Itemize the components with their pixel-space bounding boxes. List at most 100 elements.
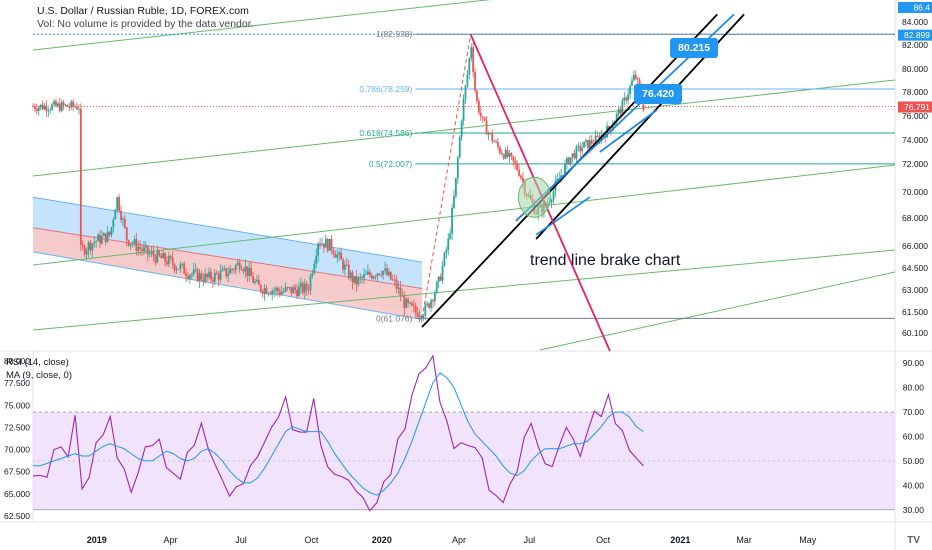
candle-body xyxy=(238,262,241,270)
candle-body xyxy=(322,243,325,248)
candle-body xyxy=(458,137,461,158)
time-axis-label: May xyxy=(799,535,817,545)
candle-body xyxy=(317,243,320,256)
rsi-lines-group xyxy=(32,354,644,512)
candle-body xyxy=(506,150,509,157)
rsi-axis-label: 30.00 xyxy=(903,505,925,515)
candle-body xyxy=(588,140,591,149)
candle-body xyxy=(95,241,98,242)
candle-body xyxy=(217,274,220,280)
candle-body xyxy=(282,291,285,293)
channel-bottom-line xyxy=(32,251,423,320)
candle-body xyxy=(60,102,63,111)
candle-body xyxy=(278,291,281,295)
candle-body xyxy=(514,160,517,164)
candle-body xyxy=(366,271,369,275)
candle-body xyxy=(280,291,283,295)
candle-body xyxy=(328,238,331,251)
candle-body xyxy=(485,120,488,135)
candle-body xyxy=(97,234,99,242)
candle-body xyxy=(240,269,243,271)
volume-note: Vol: No volume is provided by the data v… xyxy=(37,18,254,30)
price-axis-label: 63.000 xyxy=(902,285,928,295)
chart-title: U.S. Dollar / Russian Ruble, 1D, FOREX.c… xyxy=(37,5,249,17)
candle-body xyxy=(49,109,52,111)
candle-body xyxy=(453,195,455,208)
candle-body xyxy=(313,263,316,273)
candle-body xyxy=(315,255,318,264)
candle-body xyxy=(608,126,610,130)
candle-body xyxy=(271,290,274,295)
candle-body xyxy=(345,264,348,266)
time-axis-label: Apr xyxy=(164,535,178,545)
candle-body xyxy=(395,279,398,289)
fib-label: 0(61.076) xyxy=(376,313,413,323)
candle-body xyxy=(99,234,101,244)
candle-body xyxy=(236,262,239,266)
candle-body xyxy=(479,112,482,117)
candle-body xyxy=(642,99,645,111)
green-trendline xyxy=(32,164,896,266)
candle-body xyxy=(632,74,635,81)
badge-lower[interactable]: 76.420 xyxy=(634,84,683,104)
candle-body xyxy=(636,78,639,80)
price-axis-label: 61.500 xyxy=(902,307,928,317)
candle-body xyxy=(213,272,216,282)
candle-body xyxy=(64,104,67,106)
candle-body xyxy=(106,231,109,242)
candle-body xyxy=(160,255,163,259)
candle-body xyxy=(470,47,473,59)
candle-body xyxy=(223,268,226,270)
candle-body xyxy=(129,244,132,246)
candle-body xyxy=(359,277,362,278)
candle-body xyxy=(141,248,143,251)
price-axis-label: 76.000 xyxy=(902,111,928,121)
candle-body xyxy=(462,98,465,122)
candle-body xyxy=(516,163,519,170)
candle-body xyxy=(422,315,425,318)
price-axis-label: 66.000 xyxy=(902,241,928,251)
candle-body xyxy=(319,243,321,245)
candle-body xyxy=(380,274,383,276)
candle-body xyxy=(301,283,304,293)
candle-body xyxy=(573,153,576,159)
candle-body xyxy=(273,290,276,292)
time-axis-label: Jul xyxy=(235,535,247,545)
green-trendline xyxy=(32,79,896,177)
candle-body xyxy=(244,266,247,272)
candle-body xyxy=(619,109,622,114)
candle-body xyxy=(521,177,524,182)
candle-body xyxy=(125,227,128,241)
candle-body xyxy=(81,245,84,247)
candle-body xyxy=(56,103,59,106)
candle-body xyxy=(215,272,218,275)
candle-body xyxy=(338,252,341,255)
candle-body xyxy=(137,246,140,251)
time-axis-label: Oct xyxy=(596,535,611,545)
candle-body xyxy=(192,269,195,275)
candle-body xyxy=(166,261,168,265)
candle-body xyxy=(68,106,71,108)
badge-upper[interactable]: 80.215 xyxy=(670,38,719,58)
candle-body xyxy=(189,275,191,279)
candle-body xyxy=(401,295,404,297)
candle-body xyxy=(208,271,210,278)
rsi-left-label: 65.000 xyxy=(4,489,30,499)
price-axis-label: 84.000 xyxy=(902,17,928,27)
candle-body xyxy=(53,101,55,105)
candle-body xyxy=(34,106,36,110)
candle-body xyxy=(416,312,419,318)
rsi-left-label: 77.500 xyxy=(4,378,30,388)
candle-body xyxy=(303,283,306,293)
candle-body xyxy=(177,268,180,270)
candle-body xyxy=(143,247,145,251)
price-axis-label: 78.000 xyxy=(902,87,928,97)
candle-body xyxy=(110,227,113,236)
fib-label: 0.5(72.007) xyxy=(369,159,413,169)
rsi-left-label: 70.000 xyxy=(4,445,30,455)
tradingview-logo[interactable]: TV xyxy=(907,535,920,546)
candle-body xyxy=(435,282,438,293)
candle-body xyxy=(198,273,201,282)
channel-top-line xyxy=(32,196,423,263)
candle-body xyxy=(206,273,209,278)
